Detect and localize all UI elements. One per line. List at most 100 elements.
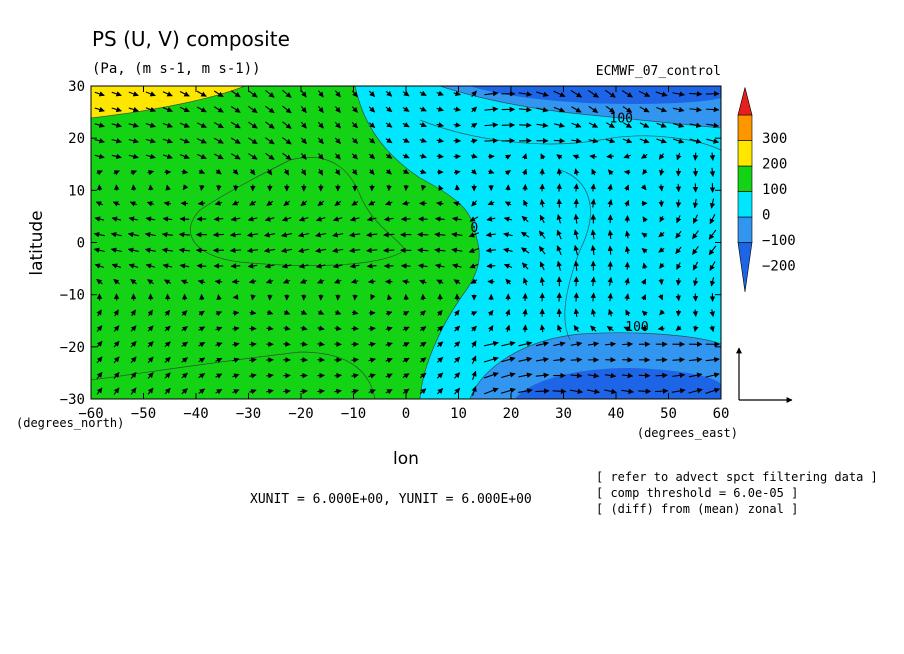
wind-vector: [385, 106, 393, 113]
wind-vector: [300, 153, 307, 160]
y-tick-label: 30: [68, 79, 85, 95]
wind-vector: [607, 229, 614, 239]
wind-vector: [485, 231, 497, 238]
wind-vector: [199, 184, 205, 191]
wind-vector: [557, 324, 563, 333]
wind-vector: [453, 169, 461, 176]
wind-vector: [574, 168, 580, 176]
wind-vector: [215, 168, 222, 175]
wind-vector: [708, 229, 717, 240]
wind-vector: [181, 357, 188, 363]
wind-vector: [709, 309, 715, 318]
wind-vector: [503, 247, 513, 254]
wind-vector: [606, 326, 614, 332]
wind-vector: [419, 326, 427, 332]
wind-vector: [689, 356, 703, 363]
wind-vector: [689, 106, 702, 113]
wind-vector: [535, 388, 550, 394]
wind-vector: [535, 356, 549, 363]
wind-vector: [196, 138, 207, 144]
wind-vector: [231, 153, 241, 160]
wind-vector: [111, 106, 122, 113]
wind-vector: [368, 122, 376, 129]
wind-vector: [162, 263, 173, 269]
wind-vector: [317, 168, 324, 176]
wind-vector: [535, 372, 550, 379]
wind-vector: [470, 138, 478, 144]
colorbar-label: −200: [762, 259, 796, 275]
wind-vector: [535, 91, 549, 97]
wind-vector: [130, 387, 137, 395]
wind-vector: [162, 216, 173, 222]
wind-vector: [438, 184, 444, 192]
wind-vector: [162, 153, 173, 160]
x-tick-label: −60: [78, 406, 103, 422]
wind-vector: [282, 105, 292, 114]
wind-vector: [181, 310, 188, 317]
wind-vector: [453, 90, 461, 97]
wind-vector: [671, 388, 686, 394]
wind-vector: [522, 277, 529, 286]
wind-vector: [642, 216, 648, 223]
wind-vector: [488, 168, 495, 175]
wind-vector: [179, 106, 190, 113]
wind-vector: [334, 168, 341, 176]
wind-vector: [317, 90, 324, 98]
wind-vector: [403, 168, 410, 175]
wind-vector: [436, 325, 444, 332]
wind-vector: [229, 247, 242, 254]
wind-vector: [385, 200, 393, 206]
chart-subtitle: (Pa, (m s-1, m s-1)): [92, 61, 261, 77]
wind-vector: [349, 263, 360, 269]
wind-vector: [351, 121, 359, 129]
wind-vector: [247, 263, 258, 269]
wind-vector: [332, 232, 344, 238]
wind-vector: [130, 309, 136, 317]
wind-vector: [147, 279, 154, 285]
wind-vector: [164, 372, 171, 379]
wind-vector: [230, 90, 241, 98]
wind-vector: [556, 154, 563, 160]
wind-vector: [232, 326, 240, 332]
y-tick-label: −30: [60, 392, 85, 408]
wind-vector: [230, 137, 241, 144]
wind-vector: [641, 310, 648, 317]
y-tick-label: 10: [68, 183, 85, 199]
wind-vector: [213, 122, 224, 129]
colorbar-swatch: [737, 140, 753, 167]
y-tick-label: 0: [77, 236, 85, 252]
wind-vector: [675, 183, 682, 193]
wind-vector: [300, 388, 308, 395]
wind-vector: [436, 279, 444, 285]
wind-vector: [485, 247, 497, 254]
wind-vector: [229, 231, 242, 238]
wind-vector: [334, 278, 342, 284]
wind-vector: [605, 105, 616, 114]
wind-vector: [483, 356, 499, 363]
note-3: [ (diff) from (mean) zonal ]: [596, 502, 798, 516]
wind-vector: [231, 200, 240, 206]
wind-vector: [622, 122, 632, 129]
y-tick-label: −10: [60, 288, 85, 304]
wind-vector: [215, 388, 223, 395]
wind-vector: [249, 357, 257, 363]
wind-vector: [317, 325, 325, 331]
wind-vector: [130, 278, 137, 285]
wind-vector: [553, 90, 566, 98]
wind-vector: [366, 231, 378, 238]
wind-vector: [453, 201, 461, 207]
wind-vector: [148, 184, 154, 191]
wind-vector: [282, 121, 292, 129]
wind-vector: [518, 372, 533, 378]
wind-vector: [624, 246, 631, 255]
wind-vector: [300, 200, 308, 207]
wind-vector: [454, 372, 461, 379]
wind-vector: [265, 137, 275, 145]
wind-vector: [147, 169, 155, 176]
wind-vector: [385, 342, 393, 348]
wind-vector: [419, 153, 427, 159]
wind-vector: [556, 260, 562, 271]
wind-vector: [436, 122, 444, 128]
wind-vector: [334, 137, 341, 145]
wind-vector: [539, 324, 546, 333]
